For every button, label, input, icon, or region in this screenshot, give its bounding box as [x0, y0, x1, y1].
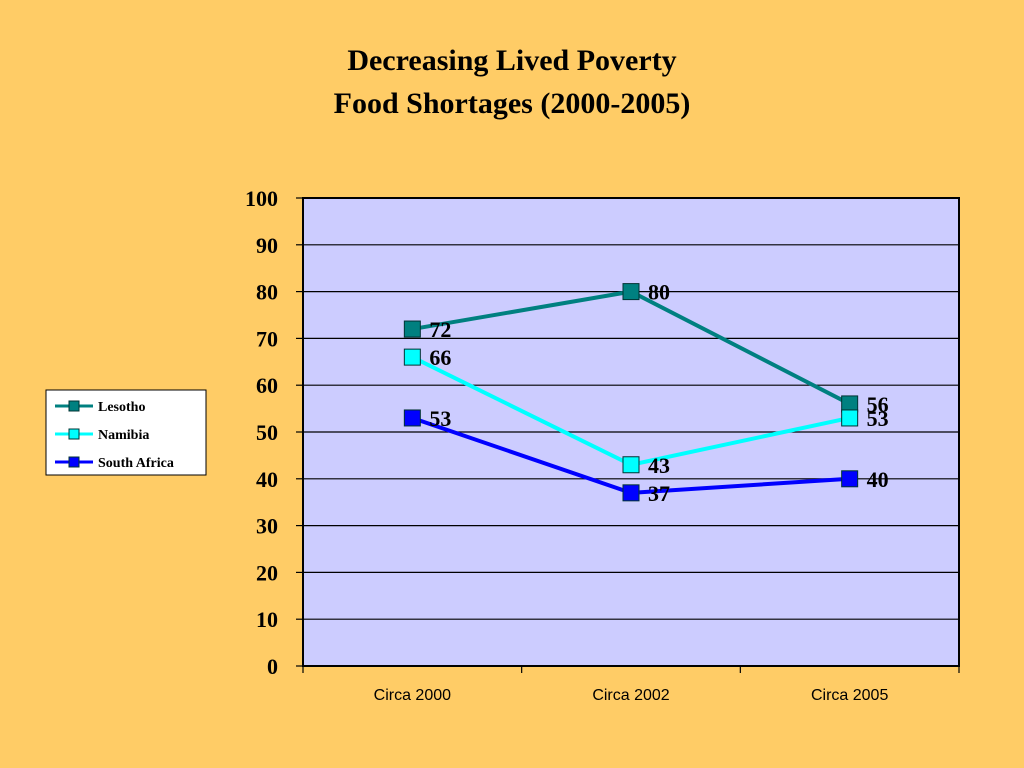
y-tick-label: 60: [256, 373, 278, 398]
data-point: [841, 470, 859, 488]
data-label: 53: [429, 406, 451, 431]
data-label: 72: [429, 317, 451, 342]
data-point: [403, 348, 421, 366]
y-tick-label: 50: [256, 420, 278, 445]
y-tick-label: 70: [256, 326, 278, 351]
legend-marker: [68, 400, 80, 412]
data-point: [403, 320, 421, 338]
data-point: [403, 409, 421, 427]
legend: Lesotho Namibia South Africa: [45, 389, 207, 476]
x-tick-label: Circa 2005: [811, 687, 888, 704]
y-tick-label: 0: [267, 654, 278, 679]
y-tick-label: 30: [256, 514, 278, 539]
data-point: [841, 409, 859, 427]
y-tick-label: 100: [245, 186, 278, 211]
chart-title-line-2: Food Shortages (2000-2005): [333, 87, 691, 120]
data-label: 40: [867, 467, 889, 492]
legend-label: Namibia: [98, 428, 149, 443]
chart-title-line-1: Decreasing Lived Poverty: [347, 44, 677, 77]
data-point: [622, 484, 640, 502]
data-point: [622, 456, 640, 474]
data-label: 53: [867, 406, 889, 431]
legend-marker: [68, 428, 80, 440]
gridlines: [303, 244, 959, 620]
data-labels: 72 80 56 66 43 53 53 37 40: [429, 280, 888, 506]
legend-label: South Africa: [98, 456, 174, 471]
y-axis: 0 10 20 30 40 50 60 70 80 90 100: [245, 186, 303, 679]
legend-label: Lesotho: [98, 400, 145, 415]
legend-marker: [68, 456, 80, 468]
x-tick-label: Circa 2002: [592, 687, 669, 704]
x-tick-label: Circa 2000: [374, 687, 451, 704]
y-tick-label: 40: [256, 467, 278, 492]
data-label: 37: [648, 481, 670, 506]
x-axis: Circa 2000 Circa 2002 Circa 2005: [302, 666, 960, 704]
series-layer: [403, 283, 859, 502]
data-point: [622, 283, 640, 301]
data-label: 80: [648, 280, 670, 305]
y-tick-label: 10: [256, 607, 278, 632]
data-label: 56: [867, 392, 889, 417]
y-tick-label: 80: [256, 280, 278, 305]
data-label: 43: [648, 453, 670, 478]
data-label: 66: [429, 345, 451, 370]
y-tick-label: 90: [256, 233, 278, 258]
y-tick-label: 20: [256, 560, 278, 585]
